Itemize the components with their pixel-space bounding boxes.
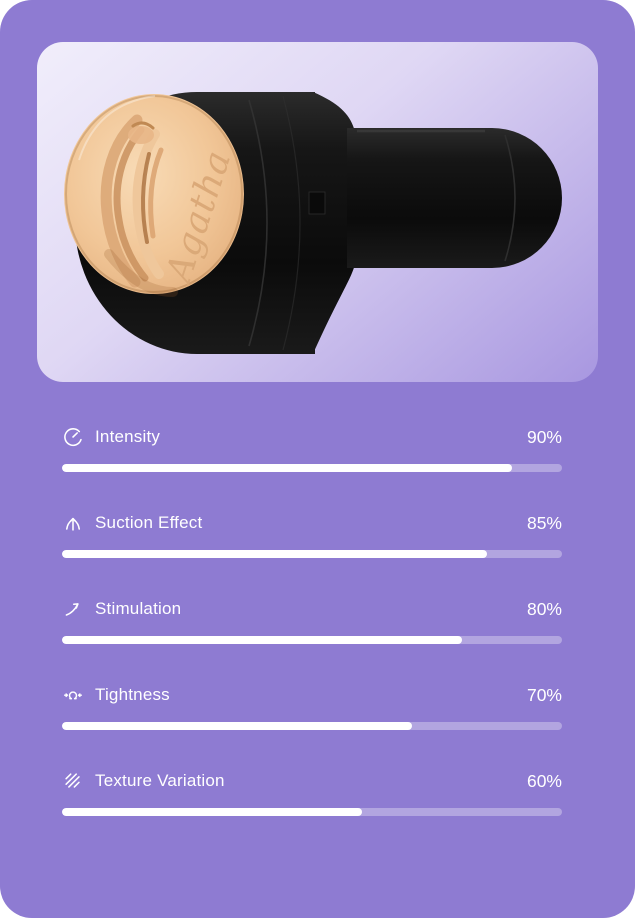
stat-label: Stimulation: [95, 599, 182, 618]
stat-label: Tightness: [95, 685, 170, 704]
stat-header: Texture Variation 60%: [62, 769, 562, 793]
stat-label: Suction Effect: [95, 513, 203, 532]
progress-fill: [62, 464, 512, 472]
gauge-icon: [62, 426, 84, 448]
progress-track: [62, 636, 562, 644]
latch-notch: [308, 191, 326, 215]
progress-track: [62, 550, 562, 558]
progress-track: [62, 808, 562, 816]
stat-label-group: Suction Effect: [62, 512, 202, 534]
product-image-panel: Agatha: [37, 42, 598, 382]
product-image: Agatha: [64, 92, 562, 354]
progress-track: [62, 722, 562, 730]
stimulation-icon: [62, 598, 84, 620]
sleeve-face: Agatha: [64, 94, 244, 297]
stat-header: Stimulation 80%: [62, 597, 562, 621]
stat-value: 80%: [526, 598, 562, 619]
texture-icon: [62, 770, 84, 792]
stat-row: Intensity 90%: [62, 425, 562, 472]
stat-header: Intensity 90%: [62, 425, 562, 449]
stat-header: Tightness 70%: [62, 683, 562, 707]
stat-label-group: Stimulation: [62, 598, 181, 620]
tightness-icon: [62, 684, 84, 706]
progress-fill: [62, 808, 362, 816]
stat-header: Suction Effect 85%: [62, 511, 562, 535]
stat-value: 90%: [526, 426, 562, 447]
stat-label: Texture Variation: [95, 771, 225, 790]
stat-label: Intensity: [95, 427, 161, 446]
stats-list: Intensity 90% Suction Effect 85%: [62, 425, 562, 816]
stat-value: 60%: [526, 770, 562, 791]
stat-row: Texture Variation 60%: [62, 769, 562, 816]
progress-fill: [62, 722, 412, 730]
stat-label-group: Intensity: [62, 426, 160, 448]
stat-row: Stimulation 80%: [62, 597, 562, 644]
stat-label-group: Texture Variation: [62, 770, 225, 792]
suction-icon: [62, 512, 84, 534]
stat-value: 85%: [526, 512, 562, 533]
progress-fill: [62, 636, 462, 644]
stat-row: Tightness 70%: [62, 683, 562, 730]
stat-value: 70%: [526, 684, 562, 705]
stat-label-group: Tightness: [62, 684, 170, 706]
stat-row: Suction Effect 85%: [62, 511, 562, 558]
progress-fill: [62, 550, 487, 558]
progress-track: [62, 464, 562, 472]
